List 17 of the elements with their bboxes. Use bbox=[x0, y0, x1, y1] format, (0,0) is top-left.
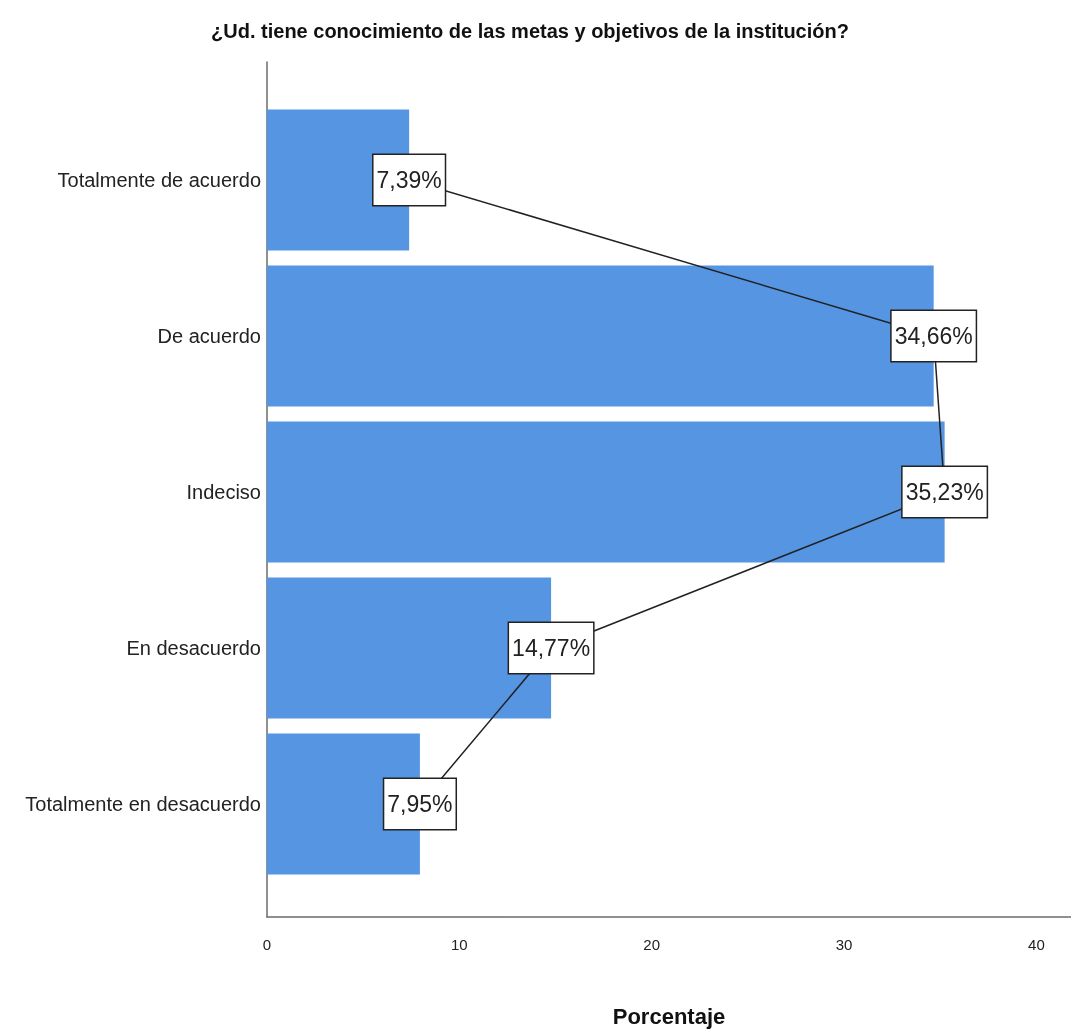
x-tick-label: 0 bbox=[262, 936, 272, 953]
x-tick-label: 40 bbox=[1028, 936, 1045, 953]
data-label: 14,77% bbox=[512, 635, 591, 661]
data-label: 7,95% bbox=[387, 791, 453, 817]
x-tick-label: 20 bbox=[643, 936, 661, 953]
data-label: 7,39% bbox=[376, 167, 442, 193]
x-tick-label: 30 bbox=[835, 936, 853, 953]
y-tick-label: Totalmente de acuerdo bbox=[57, 169, 261, 191]
y-tick-label: Totalmente en desacuerdo bbox=[25, 793, 261, 815]
y-tick-label: Indeciso bbox=[186, 481, 261, 503]
x-tick-label: 10 bbox=[451, 936, 468, 953]
x-axis-title: Porcentaje bbox=[612, 1003, 726, 1029]
y-tick-label: De acuerdo bbox=[157, 325, 261, 347]
chart-title: ¿Ud. tiene conocimiento de las metas y objetivos de la institución? bbox=[211, 20, 849, 42]
data-label: 34,66% bbox=[894, 323, 973, 349]
data-label: 35,23% bbox=[905, 479, 984, 505]
y-tick-label: En desacuerdo bbox=[126, 637, 261, 659]
